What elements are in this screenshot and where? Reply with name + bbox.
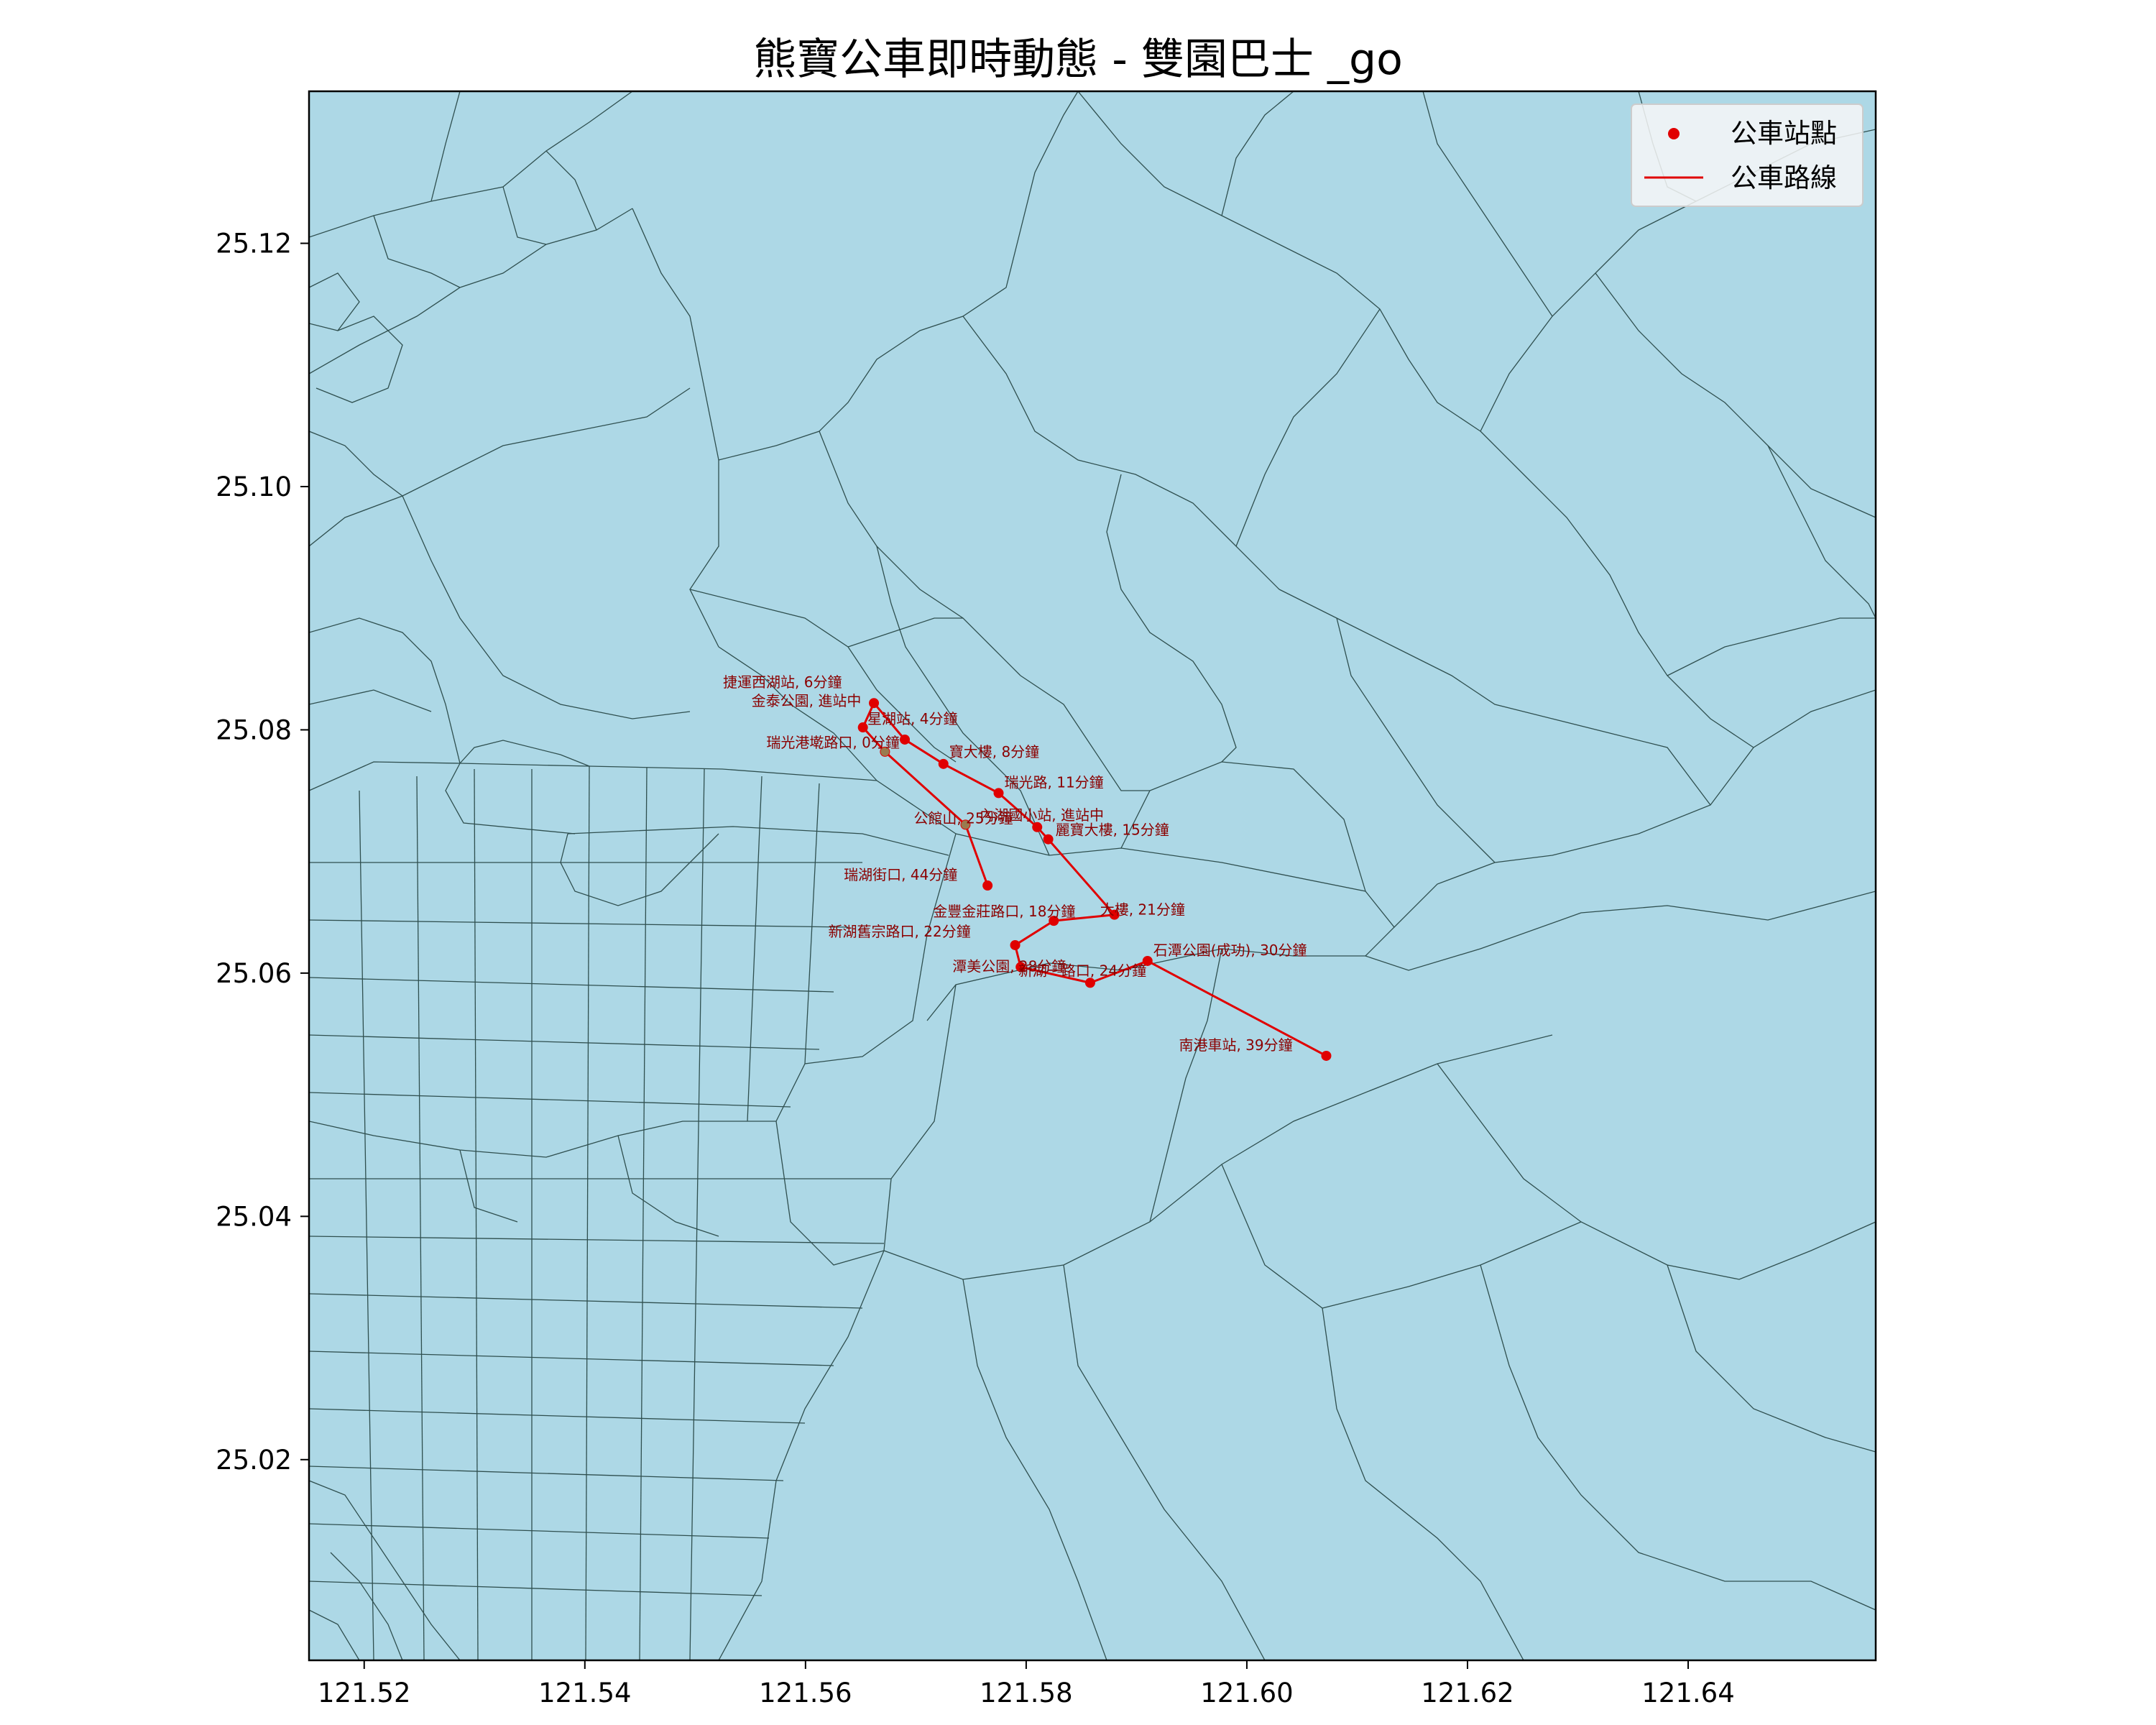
legend-box xyxy=(1631,104,1864,207)
map-background xyxy=(309,91,1876,1660)
bus-stop-marker xyxy=(1043,834,1054,845)
bus-stop-marker xyxy=(1049,916,1059,926)
bus-stop-label: 瑞光港墘路口, 0分鐘 xyxy=(766,734,899,751)
legend-stop-marker xyxy=(1668,128,1680,139)
bus-stop-label: 新湖一路口, 24分鐘 xyxy=(1018,962,1146,979)
bus-stop-label: 大樓, 21分鐘 xyxy=(1100,901,1185,919)
bus-stop-label: 捷運西湖站, 6分鐘 xyxy=(723,673,842,691)
y-tick-label: 25.02 xyxy=(216,1445,292,1476)
x-tick-label: 121.58 xyxy=(980,1678,1072,1708)
bus-stop-marker xyxy=(857,722,868,733)
bus-position-marker xyxy=(961,820,970,829)
bus-stop-marker xyxy=(1142,955,1153,966)
bus-stop-label: 寶大樓, 8分鐘 xyxy=(949,743,1039,760)
bus-stop-label: 新湖舊宗路口, 22分鐘 xyxy=(829,923,971,940)
bus-stop-marker xyxy=(982,880,993,891)
district-boundaries xyxy=(309,91,1876,1660)
x-tick-label: 121.62 xyxy=(1421,1678,1514,1708)
bus-stop-label: 麗寶大樓, 15分鐘 xyxy=(1056,822,1169,839)
y-tick-label: 25.08 xyxy=(216,714,292,745)
bus-stop-marker xyxy=(1084,978,1095,988)
bus-markers-layer xyxy=(880,747,970,829)
bus-position-marker xyxy=(880,747,890,756)
bus-stop-label: 星湖站, 4分鐘 xyxy=(867,710,957,727)
x-tick-label: 121.56 xyxy=(759,1678,852,1708)
x-tick-label: 121.54 xyxy=(538,1678,631,1708)
bus-stop-marker xyxy=(1010,939,1021,950)
chart-title: 熊寶公車即時動態 - 雙園巴士 _go xyxy=(753,34,1403,85)
legend-stop-label: 公車站點 xyxy=(1731,118,1837,149)
bus-stop-label: 潭美公園, 28分鐘 xyxy=(952,957,1066,975)
bus-stop-label: 金泰公園, 進站中 xyxy=(752,692,862,709)
bus-stop-marker xyxy=(1015,962,1026,972)
bus-stop-label: 瑞光路, 11分鐘 xyxy=(1005,773,1104,791)
bus-stop-marker xyxy=(1032,822,1043,832)
bus-stop-label: 南港車站, 39分鐘 xyxy=(1179,1036,1292,1054)
x-tick-label: 121.60 xyxy=(1200,1678,1293,1708)
bus-stop-marker xyxy=(1109,909,1120,920)
bus-stops-layer xyxy=(857,698,1332,1061)
bus-stop-label: 公館山, 25分鐘 xyxy=(913,809,1013,827)
y-tick-label: 25.06 xyxy=(216,958,292,989)
x-tick-label: 121.52 xyxy=(318,1678,410,1708)
bus-stop-label: 石潭公園(成功), 30分鐘 xyxy=(1153,942,1307,959)
bus-stop-label: 內湖國小站, 進站中 xyxy=(980,806,1104,824)
y-tick-label: 25.10 xyxy=(216,472,292,502)
bus-stop-marker xyxy=(869,698,880,709)
y-tick-label: 25.12 xyxy=(216,229,292,259)
legend-route-label: 公車路線 xyxy=(1731,162,1837,193)
bus-stop-label: 金豐金莊路口, 18分鐘 xyxy=(933,903,1075,920)
plot-frame xyxy=(308,90,1877,1662)
x-axis: 121.52 121.54 121.56 121.58 121.60 121.62 121.… xyxy=(318,1660,1735,1708)
bus-stop-label: 瑞湖街口, 44分鐘 xyxy=(844,866,957,883)
bus-stop-marker xyxy=(900,734,911,745)
y-axis: 25.12 25.10 25.08 25.06 25.04 25.02 xyxy=(216,229,309,1476)
y-tick-label: 25.04 xyxy=(216,1201,292,1232)
legend: 公車站點 公車路線 xyxy=(1631,104,1864,207)
bus-stop-marker xyxy=(1321,1050,1332,1061)
bus-stop-marker xyxy=(993,788,1004,799)
stop-labels-layer: 瑞湖街口, 44分鐘 公館山, 25分鐘 瑞光港墘路口, 0分鐘 金泰公園, 進站中捷… xyxy=(723,673,1307,1054)
x-tick-label: 121.64 xyxy=(1641,1678,1734,1708)
bus-stop-marker xyxy=(938,758,949,769)
